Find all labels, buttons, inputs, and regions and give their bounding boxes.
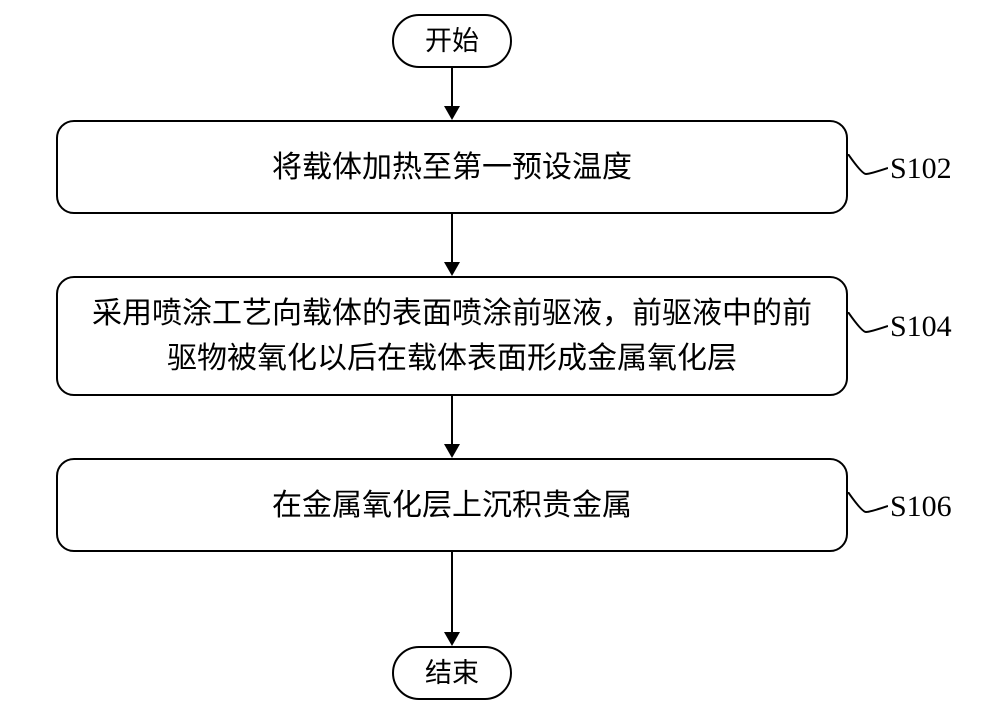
process-s104: 采用喷涂工艺向载体的表面喷涂前驱液，前驱液中的前驱物被氧化以后在载体表面形成金属… — [56, 276, 848, 396]
process-s102-text: 将载体加热至第一预设温度 — [272, 145, 632, 190]
start-text: 开始 — [425, 21, 479, 62]
process-s106: 在金属氧化层上沉积贵金属 — [56, 458, 848, 552]
end-text: 结束 — [425, 653, 479, 694]
label-s102: S102 — [890, 152, 952, 186]
tick-s106 — [848, 492, 888, 532]
arrow-2-line — [451, 214, 453, 264]
arrow-3-head — [444, 444, 460, 458]
process-s106-text: 在金属氧化层上沉积贵金属 — [272, 483, 632, 528]
arrow-3-line — [451, 396, 453, 446]
arrow-4-head — [444, 632, 460, 646]
arrow-2-head — [444, 262, 460, 276]
end-node: 结束 — [392, 646, 512, 700]
arrow-4-line — [451, 552, 453, 634]
arrow-1-line — [451, 68, 453, 108]
tick-s102 — [848, 154, 888, 194]
label-s106: S106 — [890, 490, 952, 524]
process-s104-text: 采用喷涂工艺向载体的表面喷涂前驱液，前驱液中的前驱物被氧化以后在载体表面形成金属… — [88, 291, 816, 381]
start-node: 开始 — [392, 14, 512, 68]
label-s104: S104 — [890, 310, 952, 344]
flowchart-canvas: 开始 将载体加热至第一预设温度 S102 采用喷涂工艺向载体的表面喷涂前驱液，前… — [0, 0, 1000, 728]
arrow-1-head — [444, 106, 460, 120]
tick-s104 — [848, 312, 888, 352]
process-s102: 将载体加热至第一预设温度 — [56, 120, 848, 214]
